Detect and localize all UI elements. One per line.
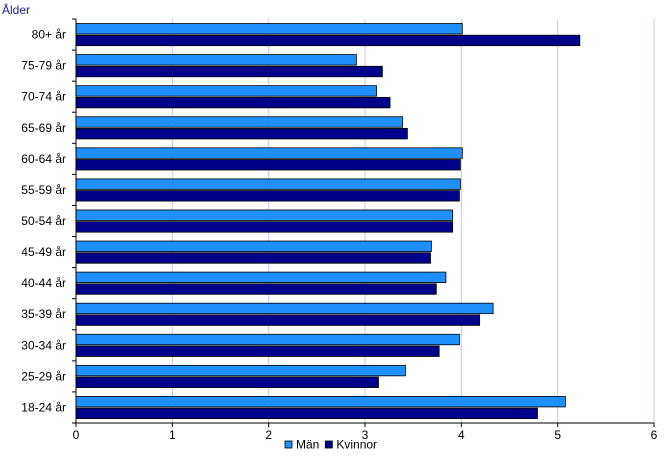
bar	[75, 271, 447, 284]
bar	[75, 364, 406, 377]
bar	[75, 159, 461, 171]
y-tick-label: 65-69 år	[21, 121, 66, 135]
y-tick-label: 50-54 år	[21, 214, 66, 228]
y-tick-label: 18-24 år	[21, 400, 66, 414]
legend-label: Män	[296, 438, 319, 452]
bar	[75, 147, 463, 159]
gridlines	[171, 19, 655, 423]
x-tick-label: 0	[73, 428, 80, 442]
legend: Män Kvinnor	[284, 438, 377, 452]
bar	[75, 65, 383, 78]
axes	[72, 18, 655, 427]
y-tick-label: 35-39 år	[21, 307, 66, 321]
y-tick-label: 25-29 år	[21, 369, 66, 383]
bar	[75, 283, 437, 295]
legend-swatch	[324, 440, 333, 449]
x-tick-label: 5	[554, 428, 561, 442]
legend-label: Kvinnor	[336, 438, 377, 452]
y-tick-label: 40-44 år	[21, 276, 66, 290]
bar	[75, 345, 440, 357]
bars	[75, 23, 581, 420]
bar	[75, 209, 454, 221]
bar	[75, 128, 408, 140]
x-tick-label: 1	[169, 428, 176, 442]
bar	[75, 116, 403, 128]
y-tick-label: 80+ år	[32, 28, 66, 42]
y-axis-title: Ålder	[2, 2, 30, 17]
y-tick-label: 45-49 år	[21, 245, 66, 259]
bar	[75, 34, 581, 47]
bar	[75, 178, 461, 190]
x-tick-label: 2	[265, 428, 272, 442]
bar	[75, 333, 460, 346]
y-tick-label: 30-34 år	[21, 338, 66, 352]
x-tick-label: 4	[458, 428, 465, 442]
x-tick-label: 6	[651, 428, 658, 442]
bar	[75, 252, 431, 264]
y-tick-label: 60-64 år	[21, 152, 66, 166]
y-tick-label: 75-79 år	[21, 59, 66, 73]
bar	[75, 85, 377, 97]
bar	[75, 54, 357, 66]
y-tick-label: 55-59 år	[21, 183, 66, 197]
legend-swatch	[284, 440, 293, 449]
bar	[75, 396, 566, 408]
bar	[75, 190, 460, 202]
bar	[75, 96, 391, 109]
bar	[75, 407, 538, 420]
bar	[75, 240, 432, 252]
bar	[75, 23, 463, 35]
bar	[75, 376, 379, 388]
x-tick-label: 3	[362, 428, 369, 442]
bar	[75, 302, 494, 315]
bar	[75, 314, 481, 326]
bar	[75, 221, 454, 233]
y-tick-label: 70-74 år	[21, 90, 66, 104]
